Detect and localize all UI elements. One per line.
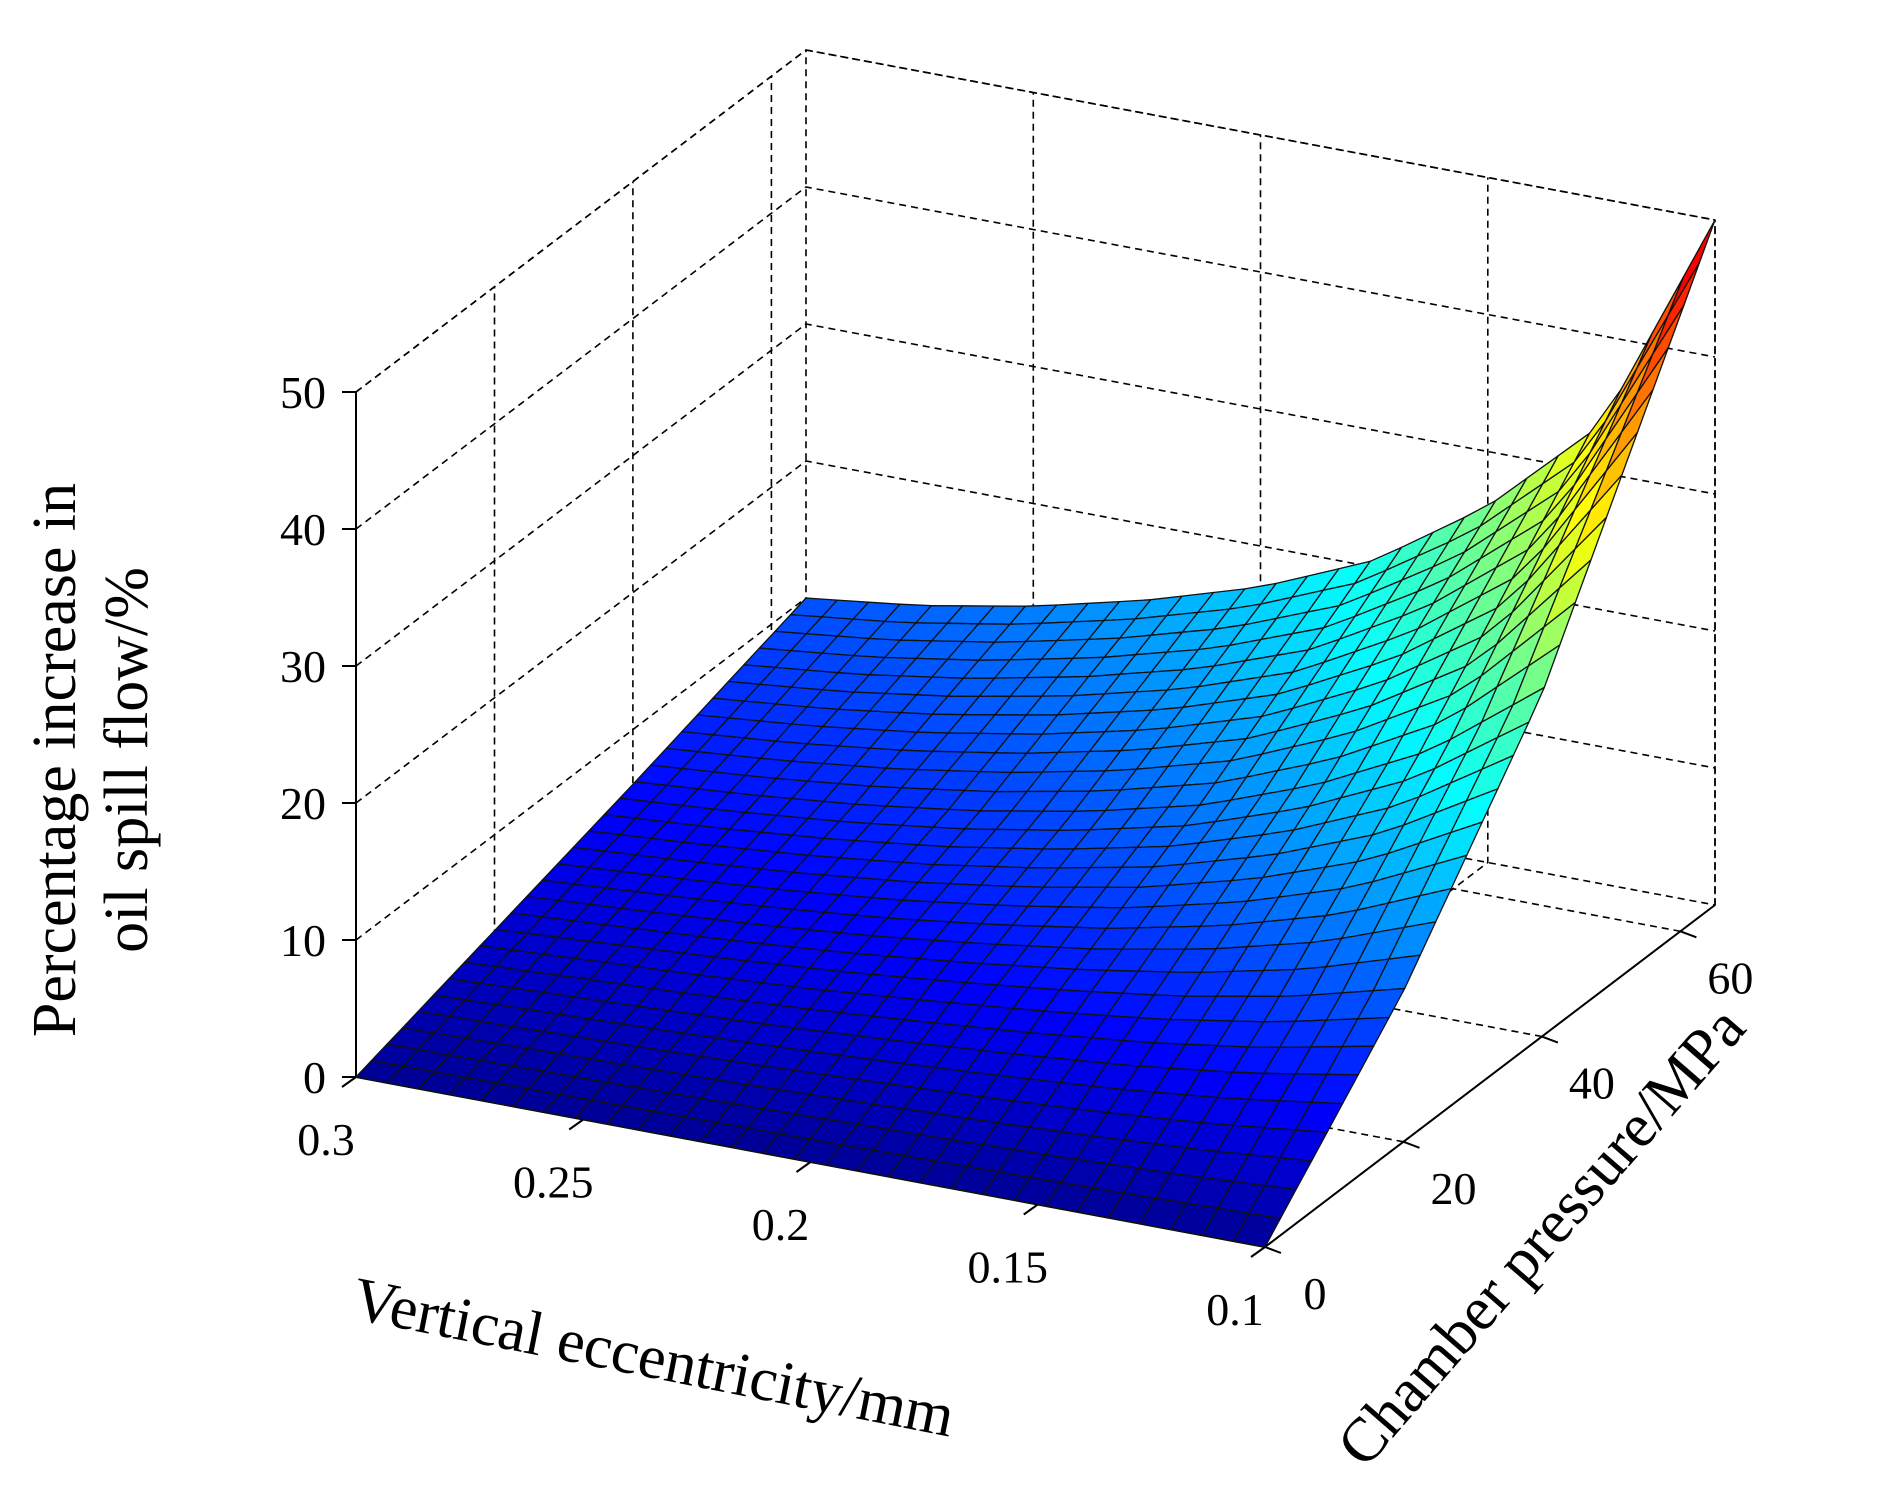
x-grid-line bbox=[1037, 177, 1489, 1206]
y-tick-mark bbox=[1541, 1035, 1559, 1044]
y-axis-line bbox=[1264, 904, 1716, 1248]
x-tick-mark bbox=[568, 1118, 584, 1131]
surface-mesh bbox=[355, 219, 1716, 1248]
y-tick-label: 20 bbox=[1430, 1163, 1476, 1214]
z-tick-label: 50 bbox=[280, 367, 326, 418]
y-tick-mark bbox=[1403, 1140, 1420, 1149]
box-edge bbox=[805, 49, 1716, 221]
y-tick-label: 0 bbox=[1304, 1268, 1327, 1319]
x-tick-label: 0.1 bbox=[1206, 1284, 1264, 1335]
x-tick-mark bbox=[1250, 1246, 1266, 1258]
x-tick-mark bbox=[341, 1076, 357, 1088]
tick-labels: 0 10 20 30 40 50 0.3 0.25 0.2 0.15 0.1 0 20 40 60 bbox=[280, 367, 1753, 1335]
y-axis-label: Chamber pressure/MPa bbox=[1324, 994, 1758, 1479]
z-tick-label: 40 bbox=[280, 504, 326, 555]
surface-cell bbox=[1667, 219, 1716, 317]
z-axis-label: Percentage increase in oil spill flow/% bbox=[21, 483, 161, 1037]
x-axis-label: Vertical eccentricity/mm bbox=[347, 1265, 960, 1450]
y-tick-mark bbox=[1680, 930, 1697, 939]
x-tick-label: 0.15 bbox=[968, 1242, 1049, 1293]
x-tick-label: 0.25 bbox=[513, 1157, 594, 1208]
z-grid-line bbox=[355, 49, 1716, 393]
z-axis-label-line-2: oil spill flow/% bbox=[93, 567, 161, 953]
y-tick-mark bbox=[1264, 1246, 1282, 1254]
y-tick-label: 40 bbox=[1569, 1058, 1615, 1109]
x-tick-label: 0.3 bbox=[297, 1114, 355, 1165]
surface-cell bbox=[1233, 1212, 1282, 1248]
y-tick-label: 60 bbox=[1707, 952, 1753, 1003]
box-edge bbox=[355, 49, 807, 393]
z-tick-label: 0 bbox=[303, 1052, 326, 1103]
z-tick-label: 30 bbox=[280, 641, 326, 692]
z-axis-label-line-1: Percentage increase in bbox=[21, 483, 89, 1037]
z-tick-label: 20 bbox=[280, 778, 326, 829]
z-grid-line bbox=[355, 186, 1716, 530]
x-tick-mark bbox=[1023, 1203, 1039, 1216]
z-tick-label: 10 bbox=[280, 915, 326, 966]
surface-cell bbox=[1651, 261, 1701, 356]
x-tick-label: 0.2 bbox=[752, 1199, 810, 1250]
x-tick-mark bbox=[795, 1161, 812, 1173]
